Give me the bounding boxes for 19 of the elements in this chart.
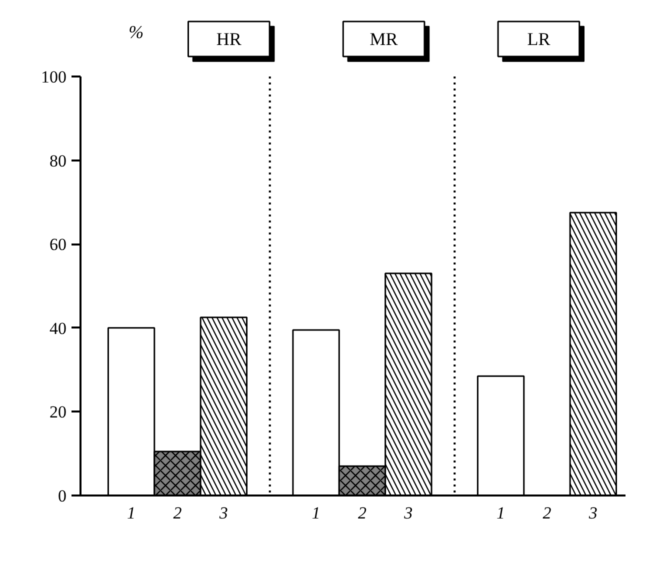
y-tick-label: 60 (50, 235, 66, 254)
y-tick-label: 20 (50, 402, 66, 422)
x-tick-label: 2 (173, 504, 182, 522)
text: LR (527, 29, 550, 49)
x-tick-label: 3 (218, 504, 228, 522)
y-tick-label: 40 (50, 318, 66, 338)
y-axis-title: % (128, 22, 144, 42)
x-tick-label: 2 (358, 504, 367, 522)
y-tick-label: 0 (58, 486, 66, 506)
y-tick-label: 80 (50, 151, 66, 170)
x-tick-label: 3 (588, 504, 598, 522)
x-tick-label: 1 (312, 504, 320, 522)
x-tick-label: 1 (127, 504, 136, 522)
text: MR (370, 29, 398, 49)
text: HR (216, 29, 242, 49)
y-tick-label: 100 (41, 68, 66, 86)
x-tick-label: 1 (496, 504, 506, 522)
x-tick-label: 3 (403, 504, 413, 522)
x-tick-label: 2 (542, 504, 552, 522)
